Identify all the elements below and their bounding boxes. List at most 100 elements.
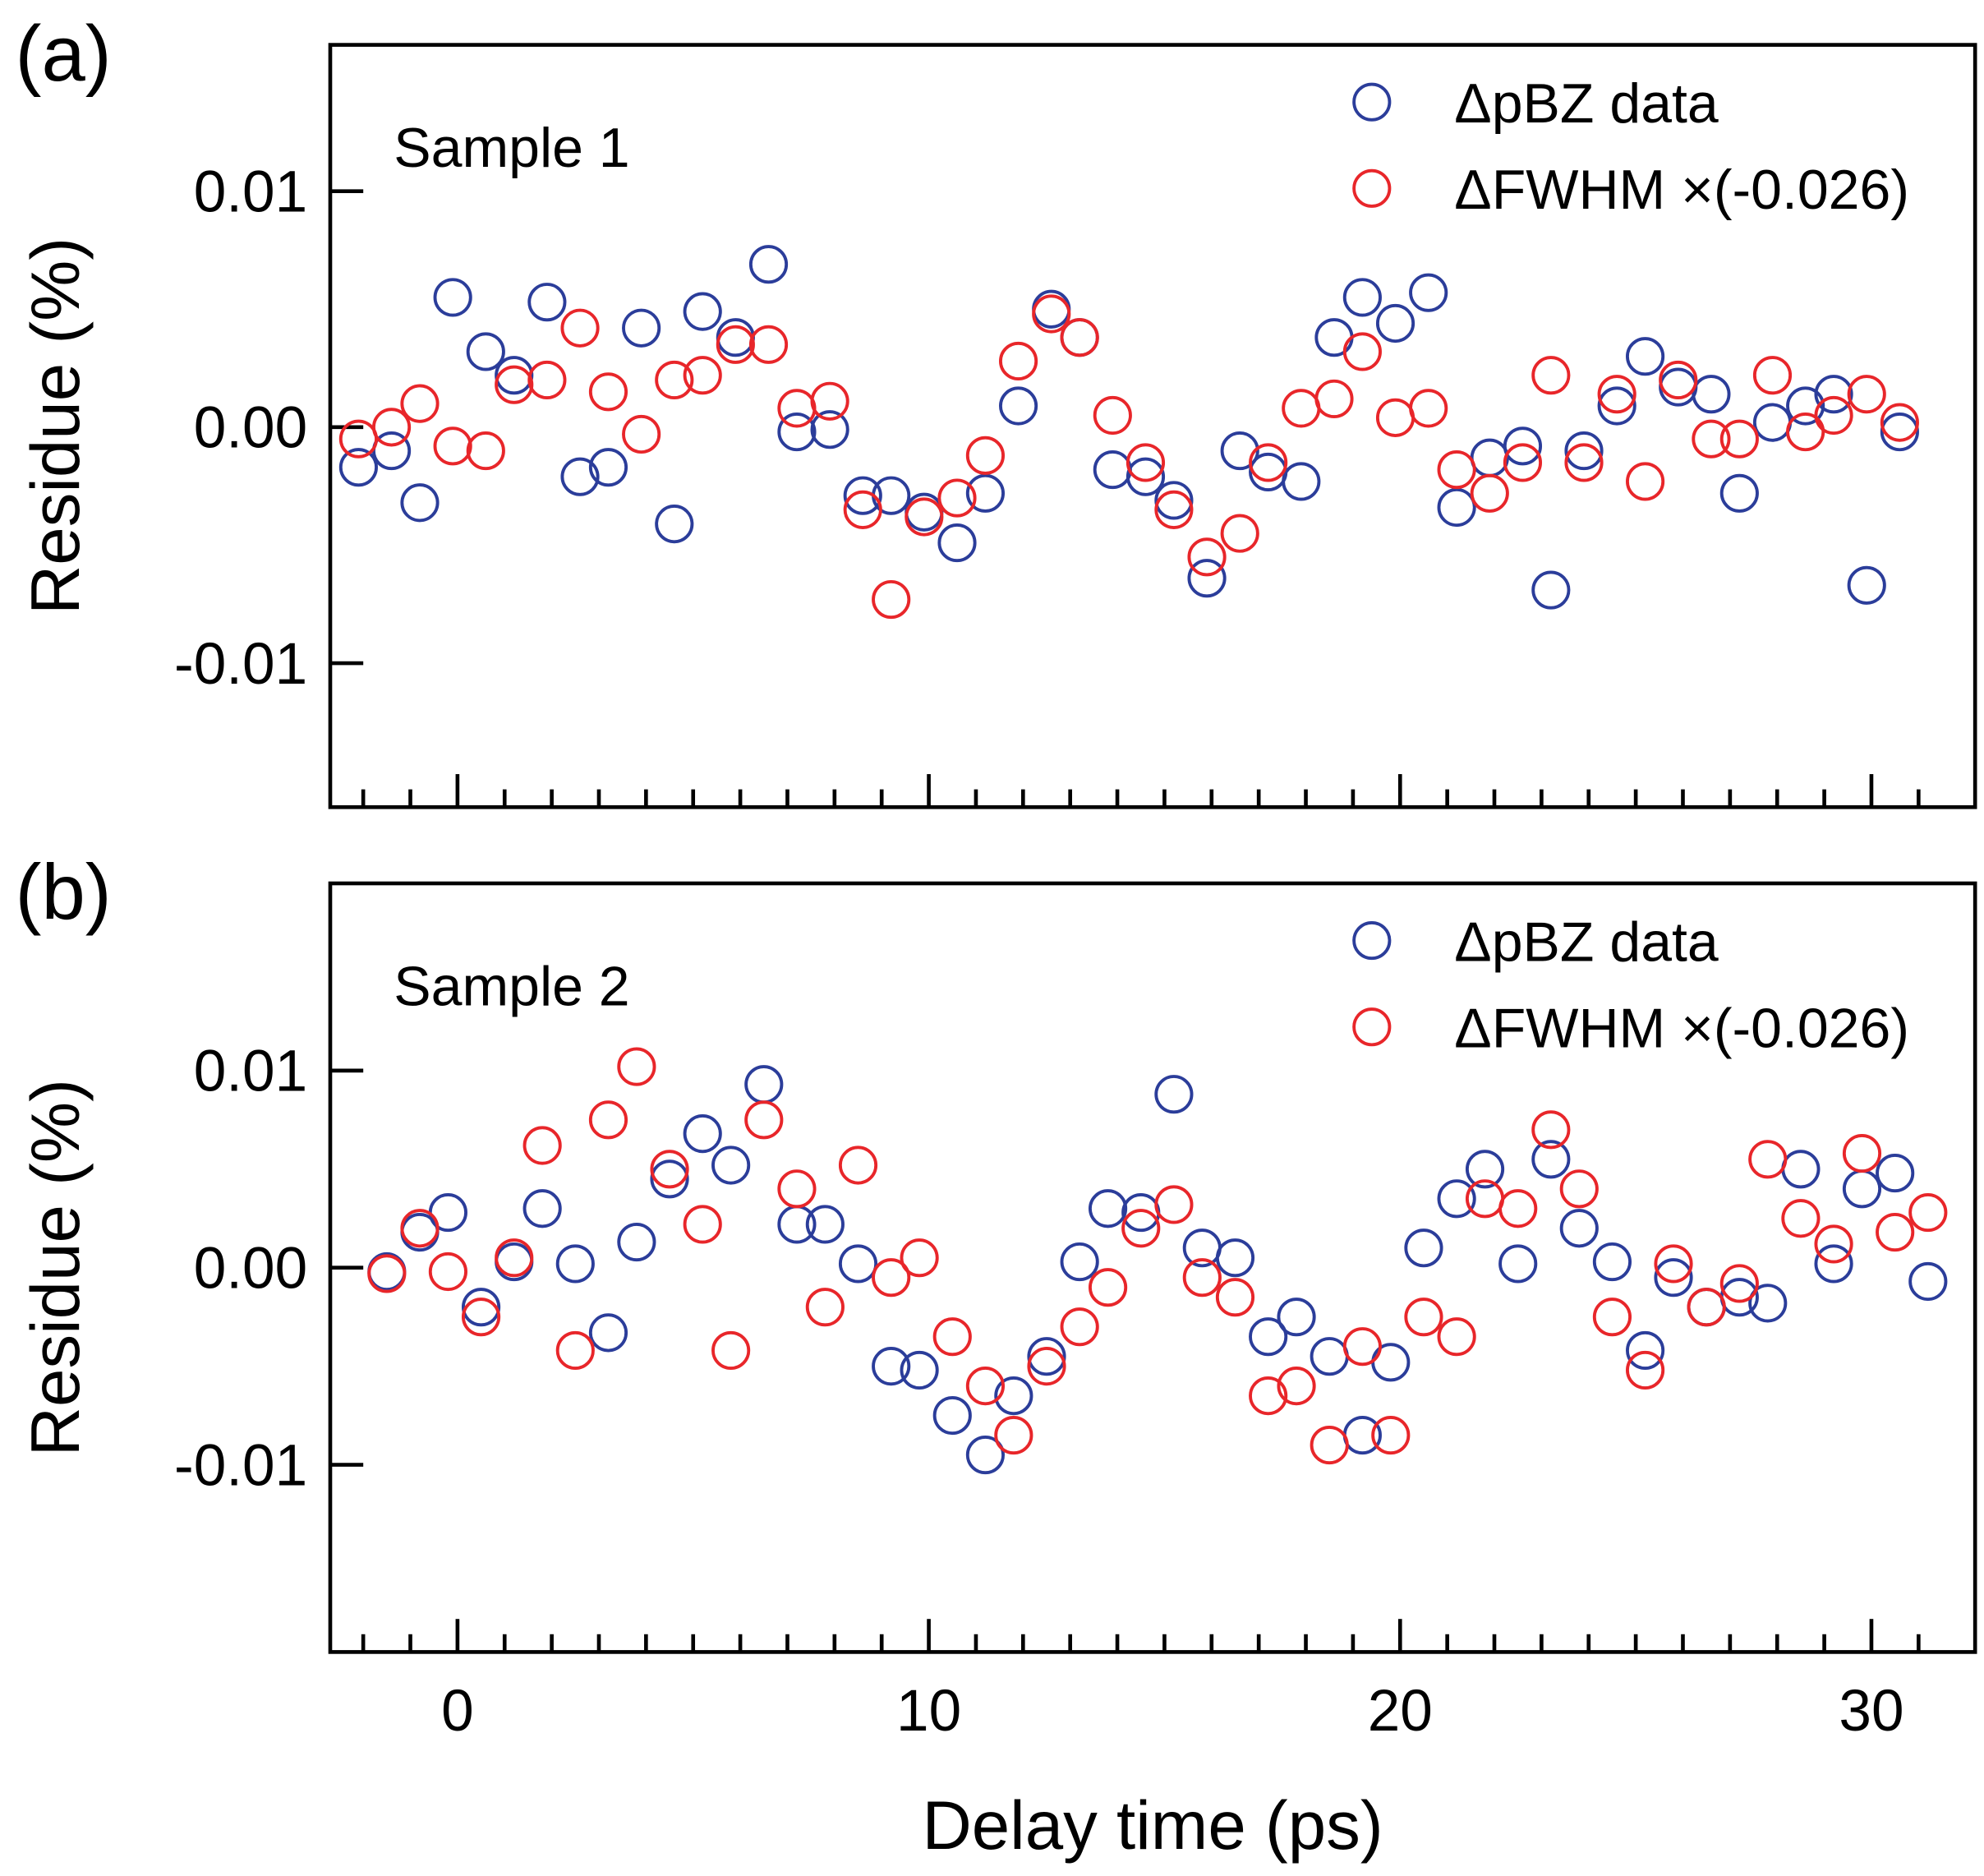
- legend-label: ΔpBZ data: [1454, 910, 1719, 973]
- data-point: [588, 448, 628, 487]
- data-point: [1027, 1347, 1066, 1386]
- data-point: [1409, 389, 1448, 428]
- data-point: [1564, 443, 1604, 482]
- data-point: [1748, 1140, 1788, 1179]
- data-point: [1093, 449, 1132, 490]
- data-point: [965, 1435, 1005, 1475]
- data-point: [461, 1288, 501, 1327]
- data-point: [1314, 379, 1354, 418]
- data-point: [1626, 1350, 1665, 1390]
- data-point: [1121, 1209, 1161, 1248]
- data-point: [1182, 1258, 1222, 1298]
- data-point: [527, 283, 567, 322]
- x-tick-label: 10: [896, 1679, 961, 1744]
- data-point: [1842, 1169, 1882, 1209]
- data-point: [1531, 356, 1571, 395]
- data-point: [433, 426, 472, 466]
- data-point: [1404, 1228, 1443, 1268]
- data-point: [1814, 1244, 1853, 1284]
- data-point: [683, 292, 722, 331]
- data-point: [495, 1238, 534, 1278]
- data-point: [617, 1047, 656, 1086]
- data-point: [1814, 395, 1853, 436]
- data-point: [937, 523, 977, 563]
- data-point: [1748, 1284, 1788, 1323]
- data-point: [400, 483, 440, 523]
- data-point: [428, 1251, 467, 1292]
- data-point: [1470, 438, 1509, 477]
- data-point: [466, 431, 505, 471]
- x-tick-label: 30: [1839, 1679, 1903, 1744]
- data-point: [1154, 1185, 1194, 1224]
- data-point: [744, 1100, 784, 1140]
- data-point: [683, 1205, 722, 1244]
- data-point: [1249, 1317, 1288, 1357]
- data-point: [1282, 462, 1321, 501]
- data-point: [367, 1254, 407, 1293]
- data-point: [622, 414, 661, 454]
- y-axis-label: Residue (%): [16, 237, 94, 615]
- data-point: [932, 1396, 972, 1436]
- data-point: [810, 381, 849, 421]
- data-point: [1531, 1140, 1571, 1179]
- data-point: [777, 1205, 817, 1244]
- data-point: [1060, 1307, 1099, 1347]
- data-point: [716, 325, 755, 364]
- data-point: [965, 436, 1005, 475]
- data-point: [1371, 1416, 1411, 1455]
- legend-marker: [1352, 1007, 1392, 1047]
- data-point: [1154, 481, 1194, 520]
- data-point: [1089, 1268, 1128, 1307]
- panel-label: (b): [16, 848, 112, 936]
- legend-label: ΔFWHM ×(-0.026): [1454, 159, 1909, 221]
- data-point: [1371, 1343, 1411, 1382]
- data-point: [1342, 1327, 1382, 1367]
- data-point: [1592, 1298, 1632, 1337]
- data-point: [1626, 1330, 1665, 1371]
- data-point: [371, 408, 412, 447]
- data-point: [1597, 375, 1636, 414]
- data-point: [1404, 1298, 1443, 1337]
- data-point: [683, 1114, 722, 1154]
- data-point: [905, 497, 944, 537]
- data-point: [400, 384, 440, 423]
- data-point: [932, 1317, 972, 1357]
- data-point: [683, 356, 722, 395]
- data-point: [1847, 565, 1886, 605]
- data-point: [965, 473, 1005, 513]
- data-point: [1470, 473, 1509, 513]
- data-point: [1498, 1189, 1538, 1228]
- panel-label: (a): [16, 10, 112, 98]
- data-point: [1503, 443, 1543, 482]
- data-point: [1375, 398, 1415, 437]
- data-point: [1592, 1242, 1632, 1282]
- data-point: [1125, 443, 1166, 482]
- data-point: [650, 1150, 689, 1189]
- data-point: [1121, 1192, 1161, 1233]
- data-point: [777, 1169, 817, 1209]
- data-point: [1559, 1209, 1599, 1248]
- data-point: [1187, 559, 1227, 598]
- data-point: [1277, 1298, 1316, 1337]
- data-point: [1154, 490, 1194, 529]
- data-point: [1249, 1376, 1288, 1416]
- data-point: [1559, 1169, 1599, 1209]
- data-point: [466, 332, 505, 371]
- data-point: [1752, 356, 1793, 395]
- data-point: [1814, 1224, 1853, 1264]
- data-point: [1752, 403, 1793, 442]
- data-point: [588, 1313, 628, 1353]
- data-point: [711, 1145, 751, 1185]
- data-point: [1125, 457, 1166, 496]
- data-point: [1249, 452, 1288, 492]
- data-point: [555, 1330, 595, 1371]
- data-point: [1719, 419, 1759, 459]
- data-point: [1089, 1189, 1128, 1228]
- data-point: [1375, 303, 1415, 343]
- data-point: [588, 1100, 628, 1140]
- data-point: [1781, 1150, 1821, 1189]
- data-point: [1880, 413, 1919, 452]
- data-point: [1503, 426, 1543, 466]
- data-point: [560, 457, 600, 496]
